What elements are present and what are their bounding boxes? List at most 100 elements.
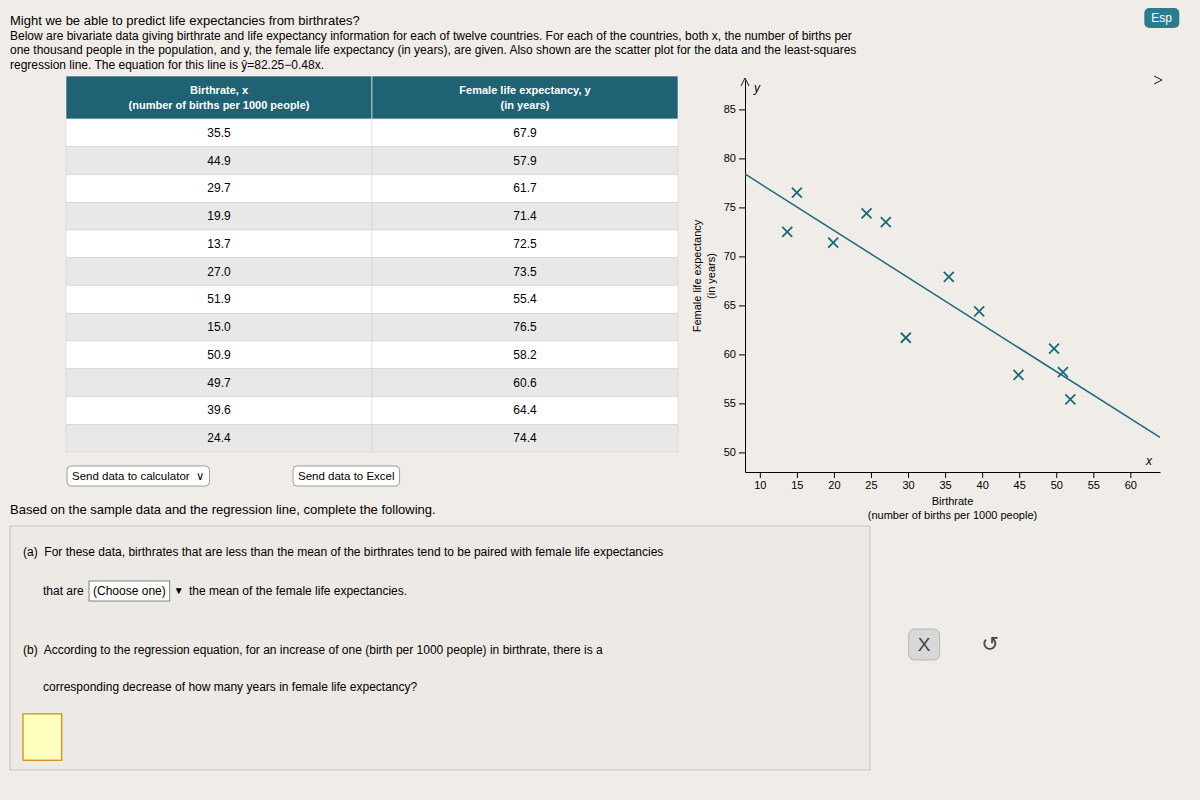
y-tick-mark bbox=[739, 158, 745, 159]
x-tick-mark bbox=[1019, 472, 1020, 478]
table-value: 73.5 bbox=[513, 265, 537, 279]
x-tick: 35 bbox=[939, 472, 951, 491]
y-tick: 60 bbox=[724, 348, 745, 360]
x-tick: 50 bbox=[1051, 472, 1063, 491]
table-cell bbox=[66, 202, 372, 230]
y-tick-label: 65 bbox=[724, 299, 736, 311]
table-cell bbox=[372, 313, 678, 341]
dropdown-label[interactable]: (Choose one) bbox=[93, 584, 166, 598]
dropdown-box[interactable] bbox=[89, 581, 170, 601]
x-tick-mark bbox=[871, 472, 872, 478]
table-cell bbox=[66, 230, 372, 258]
button-bg[interactable] bbox=[67, 466, 209, 486]
y-tick: 80 bbox=[724, 152, 745, 164]
language-button[interactable]: Esp bbox=[1144, 8, 1179, 28]
table-cell bbox=[372, 119, 678, 147]
x-tick: 45 bbox=[1014, 472, 1026, 491]
table-cell bbox=[372, 341, 678, 369]
table-value: 67.9 bbox=[513, 126, 537, 140]
table-value: 35.5 bbox=[207, 126, 231, 140]
x-tick-mark bbox=[760, 472, 761, 478]
y-tick-label: 60 bbox=[724, 348, 736, 360]
clear-button[interactable]: X bbox=[909, 629, 940, 660]
x-tick-label: 60 bbox=[1125, 479, 1137, 491]
table-cell bbox=[372, 202, 678, 230]
undo-button[interactable]: ↺ bbox=[981, 632, 999, 655]
x-tick: 55 bbox=[1088, 472, 1100, 491]
y-tick: 70 bbox=[724, 250, 745, 262]
y-axis-symbol: y bbox=[753, 81, 761, 95]
y-tick-label: 85 bbox=[724, 103, 736, 115]
x-tick-label: 35 bbox=[939, 479, 951, 491]
question-text: that are bbox=[23, 584, 87, 598]
x-tick-mark bbox=[982, 472, 983, 478]
scatter-point bbox=[974, 306, 984, 316]
x-tick: 15 bbox=[791, 472, 803, 491]
questions-bg bbox=[10, 526, 870, 770]
table-value: 55.4 bbox=[513, 292, 537, 306]
x-tick-mark bbox=[1093, 472, 1094, 478]
x-tick-label: 10 bbox=[754, 479, 766, 491]
x-tick-label: 25 bbox=[865, 479, 877, 491]
x-axis-line bbox=[746, 472, 1161, 473]
scatter-point bbox=[828, 238, 838, 248]
table-value: 72.5 bbox=[513, 237, 537, 251]
y-tick: 85 bbox=[724, 103, 745, 115]
language-button-label[interactable]: Esp bbox=[1151, 11, 1172, 25]
y-tick: 75 bbox=[724, 201, 745, 213]
x-tick-label: 40 bbox=[977, 479, 989, 491]
table-value: 64.4 bbox=[513, 403, 537, 417]
table-value: 58.2 bbox=[513, 348, 537, 362]
x-tick-mark bbox=[797, 472, 798, 478]
button-bg[interactable] bbox=[293, 466, 400, 486]
table-cell bbox=[372, 397, 678, 425]
y-tick-label: 75 bbox=[724, 201, 736, 213]
scatter-point bbox=[1058, 367, 1068, 377]
table-value: 76.5 bbox=[513, 320, 537, 334]
scatter-point bbox=[901, 333, 911, 343]
table-value: 74.4 bbox=[513, 431, 537, 445]
table-cell bbox=[66, 286, 372, 314]
x-tick-mark bbox=[1130, 472, 1131, 478]
y-tick-mark bbox=[739, 403, 745, 404]
clear-button-bg[interactable] bbox=[909, 629, 940, 660]
table-cell bbox=[66, 341, 372, 369]
question-text: corresponding decrease of how many years… bbox=[23, 680, 418, 694]
table-header: Female life expectancy, y(in years) bbox=[459, 84, 591, 111]
x-tick: 10 bbox=[754, 472, 766, 491]
scatter-point bbox=[792, 188, 802, 198]
table-cell bbox=[372, 258, 678, 286]
x-tick-label: 45 bbox=[1014, 479, 1026, 491]
page: Might we be able to predict life expecta… bbox=[0, 0, 1200, 800]
y-axis-title: Female life expectancy(in years) bbox=[691, 219, 717, 332]
table-value: 71.4 bbox=[513, 209, 537, 223]
x-tick-mark bbox=[834, 472, 835, 478]
x-tick: 20 bbox=[828, 472, 840, 491]
scatter-point bbox=[944, 272, 954, 282]
dropdown-arrow[interactable]: ▼ bbox=[174, 585, 184, 596]
y-tick-mark bbox=[739, 452, 745, 453]
x-tick: 25 bbox=[865, 472, 877, 491]
answer-input[interactable] bbox=[23, 714, 62, 760]
table-cell bbox=[66, 313, 372, 341]
table-value: 13.7 bbox=[207, 237, 231, 251]
table-value: 50.9 bbox=[207, 348, 231, 362]
y-tick: 50 bbox=[724, 446, 745, 458]
table-cell bbox=[372, 286, 678, 314]
table-value: 19.9 bbox=[207, 209, 231, 223]
clear-button-label[interactable]: X bbox=[918, 634, 931, 655]
description-line: Below are bivariate data giving birthrat… bbox=[10, 29, 852, 43]
x-axis-symbol: x bbox=[1145, 454, 1153, 468]
button-label[interactable]: Send data to Excel bbox=[298, 470, 395, 482]
dropdown[interactable]: (Choose one) ▼ bbox=[89, 581, 184, 601]
y-axis-line bbox=[745, 81, 746, 473]
button[interactable]: Send data to Excel bbox=[293, 466, 400, 486]
button[interactable]: Send data to calculator ∨ bbox=[67, 466, 209, 486]
question-text: the mean of the female life expectancies… bbox=[186, 584, 407, 598]
y-tick-label: 70 bbox=[724, 250, 736, 262]
language-button-bg[interactable] bbox=[1144, 8, 1179, 28]
table-cell bbox=[372, 369, 678, 397]
x-tick-mark bbox=[1056, 472, 1057, 478]
table-cell bbox=[372, 175, 678, 203]
button-label[interactable]: Send data to calculator ∨ bbox=[72, 470, 204, 482]
